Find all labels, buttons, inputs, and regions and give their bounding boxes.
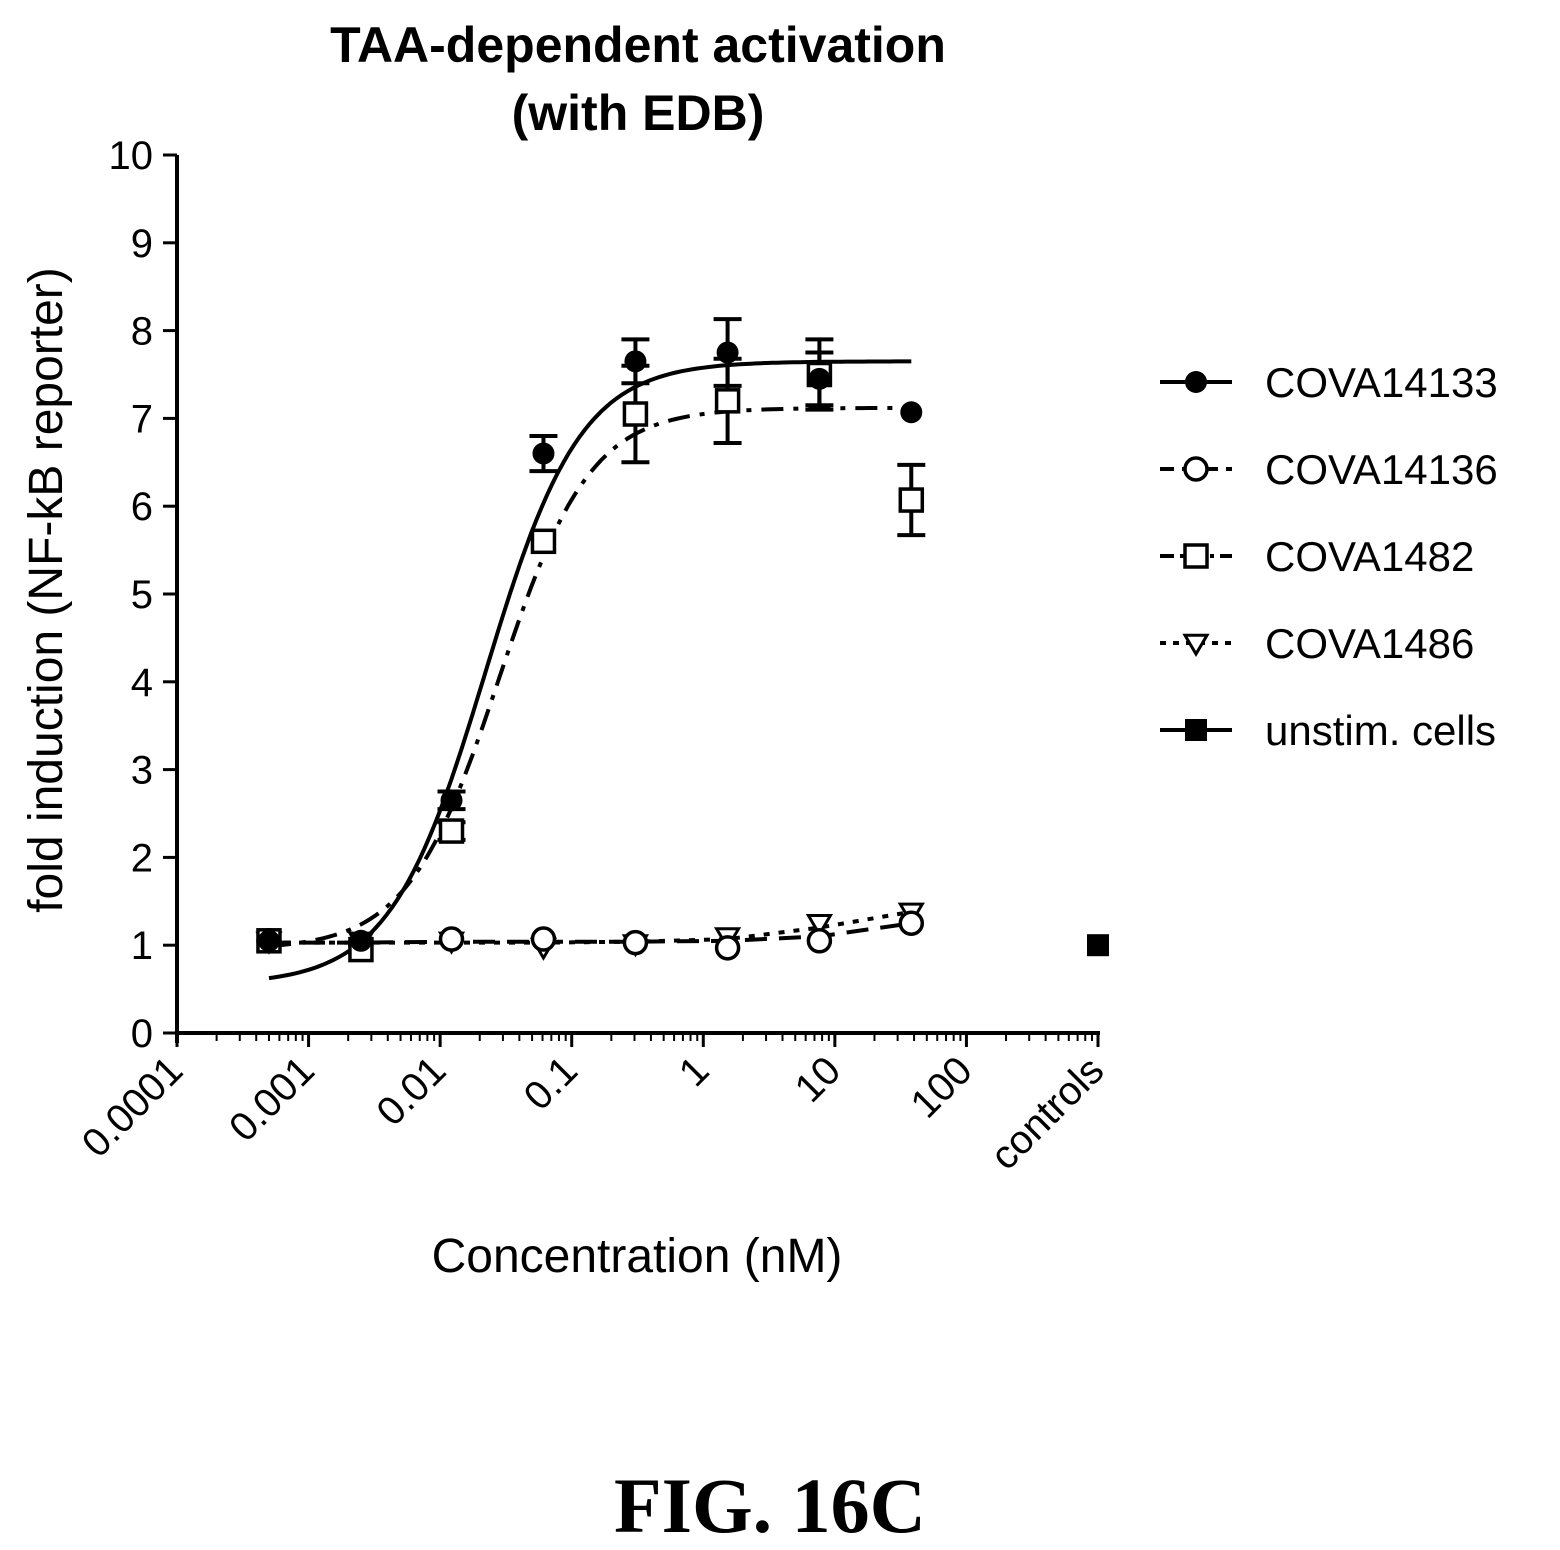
- legend-marker: [1182, 633, 1210, 657]
- x-tick-label: 0.0001: [74, 1048, 192, 1166]
- legend: COVA14133 COVA14136 COVA1482 COVA1486 unstim…: [1160, 359, 1498, 754]
- legend-item-unstim-cells: unstim. cells: [1160, 707, 1496, 754]
- y-tick-label: 1: [131, 924, 153, 968]
- data-point-cova14133: [349, 929, 372, 952]
- data-point-cova14133: [624, 350, 647, 373]
- data-point-cova14133: [257, 929, 280, 952]
- data-point-cova14136: [898, 910, 925, 936]
- y-tick-label: 5: [131, 573, 153, 617]
- legend-label: COVA1482: [1265, 533, 1474, 580]
- fit-curves: [268, 359, 912, 981]
- data-point-cova14133: [532, 442, 555, 465]
- legend-label: COVA14136: [1265, 446, 1498, 493]
- y-tick-label: 4: [131, 661, 153, 705]
- data-point-cova14136: [714, 935, 741, 961]
- y-tick-label: 9: [131, 222, 153, 266]
- legend-marker: [1185, 371, 1207, 393]
- data-point-cova1482: [714, 388, 741, 414]
- data-point-cova1482: [898, 487, 925, 513]
- x-tick-label: 0.001: [221, 1048, 323, 1150]
- x-tick-label: 1: [671, 1048, 718, 1095]
- axes: 0 1 2 3 4 5 6 7 8 9 10 0.0001 0.001 0.01 0.1 1 10 100 cont…: [74, 134, 1113, 1178]
- y-tick-label: 0: [131, 1012, 153, 1056]
- x-tick-label: 0.1: [516, 1048, 586, 1118]
- x-tick-label: 0.01: [368, 1048, 454, 1134]
- x-axis-label: Concentration (nM): [432, 1230, 843, 1283]
- x-tick-label: controls: [982, 1048, 1112, 1178]
- chart-title-line-1: TAA-dependent activation: [330, 17, 946, 73]
- data-point-unstim-cells: [1087, 934, 1109, 957]
- data-point-cova14133: [716, 341, 739, 364]
- x-tick-label: 100: [902, 1048, 980, 1126]
- data-point-cova14133: [808, 367, 831, 390]
- y-axis-label: fold induction (NF-kB reporter): [20, 267, 73, 913]
- y-tick-label: 3: [131, 749, 153, 793]
- data-point-cova14136: [438, 926, 465, 952]
- fit-curve-cova1486: [269, 909, 912, 945]
- legend-item-cova1486: COVA1486: [1160, 620, 1474, 667]
- data-point-cova14136: [806, 928, 833, 954]
- figure-label: FIG. 16C: [614, 1462, 926, 1549]
- x-tick-label: 10: [787, 1048, 850, 1111]
- data-point-cova1482: [530, 528, 557, 555]
- y-tick-label: 7: [131, 397, 153, 441]
- chart-title: TAA-dependent activation (with EDB): [330, 17, 946, 141]
- legend-marker: [1183, 543, 1209, 569]
- data-point-cova14136: [622, 929, 649, 956]
- legend-item-cova14133: COVA14133: [1160, 359, 1498, 406]
- y-tick-label: 2: [131, 836, 153, 880]
- data-point-cova14133: [440, 789, 463, 812]
- y-tick-label: 10: [109, 134, 154, 178]
- data-point-cova14133: [900, 401, 923, 424]
- data-points: [255, 341, 1109, 963]
- y-tick-label: 6: [131, 485, 153, 529]
- data-point-cova1486: [805, 914, 834, 938]
- legend-label: COVA1486: [1265, 620, 1474, 667]
- legend-label: COVA14133: [1265, 359, 1498, 406]
- data-point-cova14136: [530, 926, 557, 952]
- legend-label: unstim. cells: [1265, 707, 1496, 754]
- legend-marker: [1183, 456, 1209, 482]
- legend-item-cova1482: COVA1482: [1160, 533, 1474, 580]
- chart-title-line-2: (with EDB): [512, 85, 765, 141]
- data-point-cova1482: [438, 818, 465, 844]
- legend-marker: [1185, 719, 1207, 741]
- fit-curve-cova14133: [268, 359, 912, 981]
- legend-item-cova14136: COVA14136: [1160, 446, 1498, 493]
- error-bars: [437, 317, 926, 842]
- data-point-cova1482: [622, 401, 649, 427]
- fit-curve-cova1482: [268, 405, 912, 949]
- y-tick-label: 8: [131, 310, 153, 354]
